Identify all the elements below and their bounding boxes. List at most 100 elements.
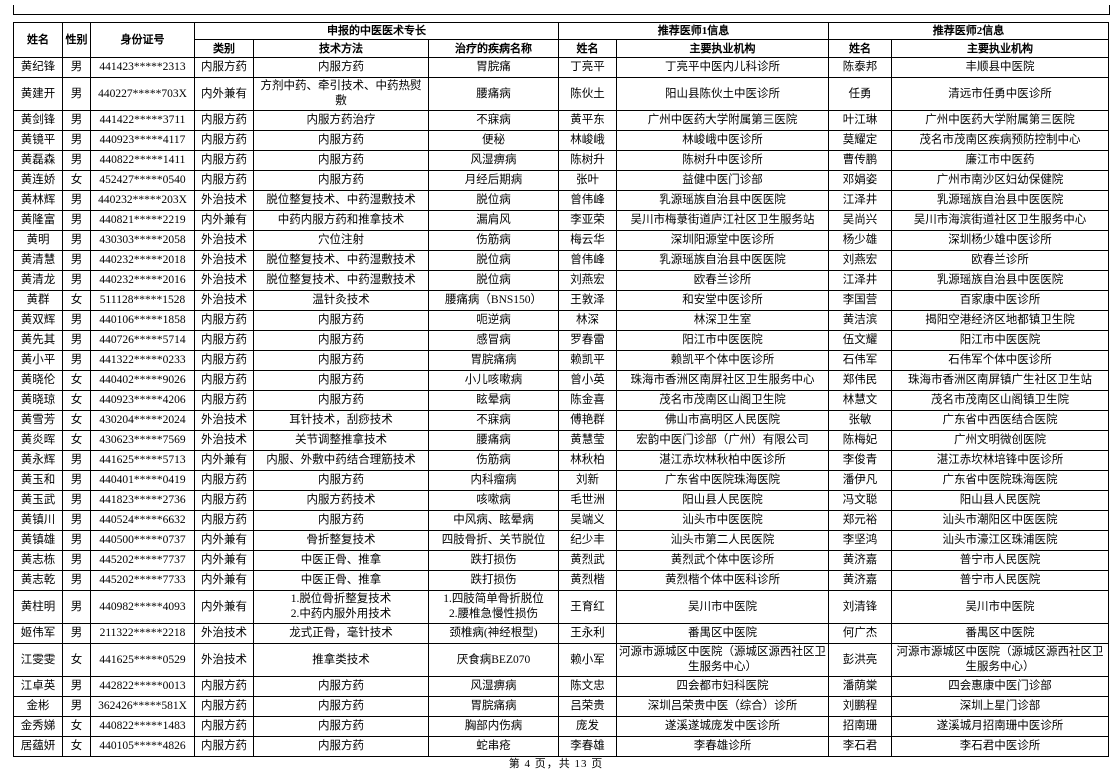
cell-gender: 女 [62,290,91,312]
table-row: 黄隆富 男 440821*****2219 内外兼有 中药内服方药和推拿技术 漏… [13,210,1110,232]
cell-doctor1-org: 番禺区中医院 [616,623,830,645]
previous-page-row-remnant [13,5,1110,15]
table-row: 黄群 女 511128*****1528 外治技术 温针灸技术 腰痛病（BNS1… [13,290,1110,312]
table-row: 黄纪锋 男 441423*****2313 内服方药 内服方药 胃脘痛 丁亮平 … [13,57,1110,79]
cell-doctor2-org: 乳源瑶族自治县中医医院 [891,190,1110,212]
cell-doctor2-org: 广州市南沙区妇幼保健院 [891,170,1110,192]
cell-method: 内服方药 [253,470,429,492]
cell-gender: 男 [62,675,91,697]
cell-doctor2-name: 李坚鸿 [828,530,893,552]
cell-doctor1-org: 遂溪遂城庞发中医诊所 [616,715,830,737]
table-row: 黄镜平 男 440923*****4117 内服方药 内服方药 便秘 林峻峨 林… [13,130,1110,152]
table-row: 黄镇雄 男 440500*****0737 内外兼有 骨折整复技术 四肢骨折、关… [13,530,1110,552]
cell-id-number: 441423*****2313 [90,57,195,79]
cell-doctor2-org: 广州文明微创医院 [891,430,1110,452]
cell-doctor2-org: 汕头市濠江区珠浦医院 [891,530,1110,552]
header-doctor2-name: 姓名 [828,39,893,59]
cell-doctor1-name: 李春雄 [558,735,618,757]
cell-doctor2-org: 吴川市中医院 [891,590,1110,625]
cell-doctor1-name: 赖小军 [558,643,618,677]
cell-doctor1-name: 曾伟峰 [558,190,618,212]
cell-doctor1-name: 曾伟峰 [558,250,618,272]
cell-id-number: 440227*****703X [90,77,195,112]
cell-disease: 感冒病 [427,330,560,352]
cell-doctor1-org: 四会都市妇科医院 [616,675,830,697]
cell-doctor2-name: 江泽井 [828,190,893,212]
cell-disease: 咳嗽病 [427,490,560,512]
cell-gender: 男 [62,77,91,112]
cell-doctor1-name: 纪少丰 [558,530,618,552]
cell-name: 黄建开 [13,77,63,112]
table-row: 黄玉武 男 441823*****2736 内服方药 内服方药技术 咳嗽病 毛世… [13,490,1110,512]
cell-id-number: 445202*****7737 [90,550,195,572]
cell-category: 内服方药 [194,470,254,492]
cell-disease: 胃脘痛病 [427,350,560,372]
cell-doctor1-org: 乳源瑶族自治县中医医院 [616,190,830,212]
cell-doctor1-org: 珠海市香洲区南屏社区卫生服务中心 [616,370,830,392]
cell-name: 黄镇川 [13,510,63,532]
cell-id-number: 452427*****0540 [90,170,195,192]
cell-doctor2-org: 普宁市人民医院 [891,550,1110,572]
cell-gender: 女 [62,430,91,452]
header-doctor1-group: 推荐医师1信息 [558,21,830,41]
cell-category: 内外兼有 [194,550,254,572]
table-row: 黄剑锋 男 441422*****3711 内服方药 内服方药治疗 不寐病 黄平… [13,110,1110,132]
cell-doctor2-org: 丰顺县中医院 [891,57,1110,79]
table-body: 黄纪锋 男 441423*****2313 内服方药 内服方药 胃脘痛 丁亮平 … [13,57,1110,757]
cell-disease: 伤筋病 [427,450,560,472]
cell-name: 黄镇雄 [13,530,63,552]
cell-name: 黄纪锋 [13,57,63,79]
cell-category: 内服方药 [194,310,254,332]
table-header: 姓名 性别 身份证号 申报的中医医术专长 推荐医师1信息 推荐医师2信息 类别 … [13,21,1110,59]
cell-method: 内服方药治疗 [253,110,429,132]
table-row: 姬伟军 男 211322*****2218 外治技术 龙式正骨，毫针技术 颈椎病… [13,623,1110,645]
cell-doctor2-name: 李石君 [828,735,893,757]
cell-disease: 脱位病 [427,250,560,272]
cell-doctor2-org: 湛江赤坎林培锋中医诊所 [891,450,1110,472]
cell-gender: 男 [62,230,91,252]
cell-disease: 1.四肢简单骨折脱位 2.腰椎急慢性损伤 [427,590,560,625]
cell-doctor2-org: 广东省中医院珠海医院 [891,470,1110,492]
cell-doctor2-name: 张敏 [828,410,893,432]
cell-doctor1-org: 茂名市茂南区山阁卫生院 [616,390,830,412]
cell-gender: 男 [62,110,91,132]
cell-category: 外治技术 [194,623,254,645]
cell-doctor2-name: 杨少雄 [828,230,893,252]
cell-method: 内服方药 [253,150,429,172]
cell-name: 江卓英 [13,675,63,697]
cell-category: 外治技术 [194,250,254,272]
cell-category: 外治技术 [194,190,254,212]
cell-name: 黄先其 [13,330,63,352]
cell-category: 内服方药 [194,150,254,172]
cell-doctor2-name: 黄济嘉 [828,570,893,592]
cell-doctor1-name: 黄烈武 [558,550,618,572]
cell-doctor1-name: 罗春雷 [558,330,618,352]
cell-doctor2-org: 阳山县人民医院 [891,490,1110,512]
cell-method: 推拿类技术 [253,643,429,677]
cell-id-number: 430204*****2024 [90,410,195,432]
cell-doctor1-name: 黄平东 [558,110,618,132]
table-row: 黄明 男 430303*****2058 外治技术 穴位注射 伤筋病 梅云华 深… [13,230,1110,252]
cell-gender: 男 [62,510,91,532]
cell-gender: 男 [62,550,91,572]
cell-doctor1-org: 黄烈武个体中医诊所 [616,550,830,572]
cell-method: 中医正骨、推拿 [253,550,429,572]
cell-doctor1-name: 王育红 [558,590,618,625]
cell-name: 姬伟军 [13,623,63,645]
cell-doctor1-name: 赖凯平 [558,350,618,372]
cell-doctor1-org: 深圳阳源堂中医诊所 [616,230,830,252]
header-id-number: 身份证号 [90,21,195,59]
cell-disease: 内科瘤病 [427,470,560,492]
cell-gender: 女 [62,410,91,432]
cell-method: 骨折整复技术 [253,530,429,552]
cell-category: 内服方药 [194,715,254,737]
cell-doctor1-name: 庞发 [558,715,618,737]
table-row: 黄志乾 男 445202*****7733 内外兼有 中医正骨、推拿 跌打损伤 … [13,570,1110,592]
header-specialty-group: 申报的中医医术专长 [193,21,560,41]
table-row: 黄先其 男 440726*****5714 内服方药 内服方药 感冒病 罗春雷 … [13,330,1110,352]
cell-disease: 跌打损伤 [427,550,560,572]
cell-category: 内外兼有 [194,570,254,592]
cell-name: 黄小平 [13,350,63,372]
cell-doctor2-org: 遂溪城月招南珊中医诊所 [891,715,1110,737]
